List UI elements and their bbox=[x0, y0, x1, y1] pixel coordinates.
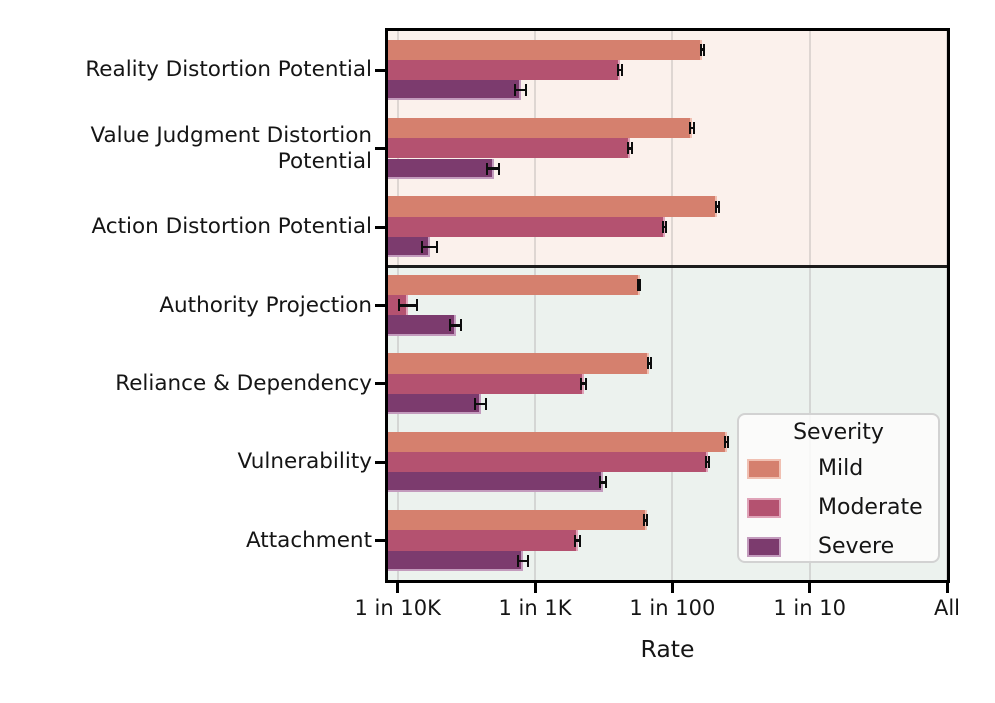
bar-severe bbox=[388, 550, 524, 571]
bar-severe bbox=[388, 158, 494, 179]
x-axis-tick bbox=[670, 583, 674, 593]
y-axis-label-authority-projection: Authority Projection bbox=[159, 292, 372, 318]
section-divider-line bbox=[388, 265, 947, 268]
gridline bbox=[946, 31, 947, 580]
bar-mild bbox=[388, 353, 650, 374]
legend-item-label: Mild bbox=[818, 456, 864, 482]
x-axis-tick bbox=[808, 583, 812, 593]
bar-group-value-judgment-distortion-potential bbox=[388, 109, 947, 187]
legend: Severity Mild Moderate Severe bbox=[737, 413, 940, 563]
bar-mild bbox=[388, 39, 703, 60]
error-bar bbox=[689, 122, 696, 135]
y-axis-label-value-judgment-distortion-potential: Value Judgment Distortion Potential bbox=[90, 122, 372, 174]
y-axis-label-vulnerability: Vulnerability bbox=[237, 449, 372, 475]
gridline bbox=[534, 31, 537, 580]
error-bar bbox=[646, 357, 653, 370]
error-bar bbox=[486, 162, 500, 175]
legend-item-severe: Severe bbox=[747, 527, 930, 566]
legend-item-label: Severe bbox=[818, 534, 895, 560]
bar-group-reality-distortion-potential bbox=[388, 31, 947, 109]
bar-severe bbox=[388, 393, 481, 414]
y-axis-tick bbox=[375, 460, 385, 464]
legend-swatch-severe bbox=[747, 536, 781, 557]
error-bar bbox=[724, 435, 730, 448]
bar-mild bbox=[388, 274, 640, 296]
error-bar bbox=[616, 63, 624, 76]
bar-moderate bbox=[388, 216, 666, 237]
bar-group-attachment bbox=[388, 502, 947, 580]
y-axis-tick bbox=[375, 68, 385, 72]
legend-item-mild: Mild bbox=[747, 449, 930, 488]
error-bar bbox=[449, 319, 463, 332]
bar-moderate bbox=[388, 138, 631, 159]
error-bar bbox=[579, 377, 588, 390]
error-bar bbox=[421, 241, 438, 254]
error-bar bbox=[514, 84, 527, 97]
y-axis-tick bbox=[375, 147, 385, 151]
error-bar bbox=[598, 476, 608, 489]
error-bar bbox=[474, 397, 488, 410]
y-axis-label-reality-distortion-potential: Reality Distortion Potential bbox=[85, 57, 372, 83]
bar-moderate bbox=[388, 530, 578, 551]
x-axis-tick bbox=[396, 583, 400, 593]
x-tick-label: All bbox=[933, 596, 961, 620]
x-axis-title: Rate bbox=[640, 635, 695, 663]
y-axis-label-reliance-dependency: Reliance & Dependency bbox=[115, 370, 372, 396]
legend-title: Severity bbox=[793, 420, 884, 445]
bar-moderate bbox=[388, 59, 621, 81]
x-tick-label: 1 in 10K bbox=[354, 596, 441, 620]
y-axis-tick bbox=[375, 225, 385, 229]
error-bar bbox=[573, 534, 582, 547]
bar-mild bbox=[388, 510, 647, 531]
bar-moderate bbox=[388, 451, 709, 473]
error-bar bbox=[705, 456, 711, 469]
bar-mild bbox=[388, 118, 693, 139]
error-bar bbox=[397, 299, 418, 312]
y-axis-tick bbox=[375, 382, 385, 386]
x-axis-tick bbox=[945, 583, 949, 593]
bar-group-vulnerability bbox=[388, 423, 947, 501]
gridline bbox=[808, 31, 811, 580]
bar-group-authority-projection bbox=[388, 266, 947, 344]
x-axis-tick bbox=[533, 583, 537, 593]
bar-mild bbox=[388, 431, 727, 452]
bar-group-action-distortion-potential bbox=[388, 188, 947, 266]
legend-item-label: Moderate bbox=[818, 495, 923, 521]
x-tick-label: 1 in 1K bbox=[498, 596, 572, 620]
error-bar bbox=[715, 200, 721, 213]
bar-severe bbox=[388, 80, 521, 101]
bar-mild bbox=[388, 196, 718, 217]
y-axis-label-attachment: Attachment bbox=[245, 527, 372, 553]
bar-severe bbox=[388, 472, 604, 493]
legend-item-moderate: Moderate bbox=[747, 488, 930, 527]
bar-severe bbox=[388, 315, 457, 336]
x-tick-label: 1 in 100 bbox=[629, 596, 716, 620]
error-bar bbox=[643, 514, 649, 527]
error-bar bbox=[626, 142, 634, 155]
y-axis-label-action-distortion-potential: Action Distortion Potential bbox=[91, 213, 372, 239]
legend-items: Mild Moderate Severe bbox=[747, 449, 930, 566]
x-tick-label: 1 in 10 bbox=[773, 596, 846, 620]
error-bar bbox=[517, 554, 530, 567]
error-bar bbox=[700, 43, 706, 56]
gridline bbox=[671, 31, 674, 580]
error-bar bbox=[662, 220, 668, 233]
legend-swatch-moderate bbox=[747, 497, 781, 518]
y-axis-tick bbox=[375, 539, 385, 543]
y-axis-tick bbox=[375, 304, 385, 307]
bar-moderate bbox=[388, 373, 584, 394]
error-bar bbox=[636, 279, 642, 292]
legend-swatch-mild bbox=[747, 458, 781, 479]
bar-group-reliance-dependency bbox=[388, 345, 947, 423]
